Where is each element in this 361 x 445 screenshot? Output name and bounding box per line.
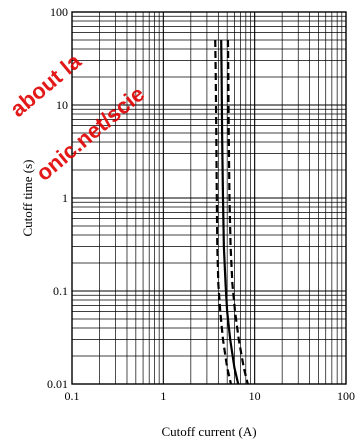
plot-frame — [71, 11, 347, 385]
y-axis-label: Cutoff time (s) — [20, 159, 35, 236]
series-curve-3 — [226, 39, 249, 385]
series-curve-2 — [220, 39, 240, 385]
x-tick-label: 10 — [249, 389, 261, 403]
grid — [72, 12, 346, 384]
y-tick-label: 1 — [62, 191, 68, 205]
x-tick-label: 1 — [160, 389, 166, 403]
y-tick-label: 0.01 — [47, 377, 68, 391]
y-tick-label: 100 — [50, 5, 68, 19]
x-tick-label: 100 — [337, 389, 355, 403]
y-tick-label: 0.1 — [53, 284, 68, 298]
x-axis-label: Cutoff current (A) — [161, 424, 256, 439]
series-curve-1 — [214, 39, 233, 385]
watermark-text: about la — [5, 48, 86, 122]
series-layer — [214, 39, 249, 385]
y-tick-label: 10 — [56, 98, 68, 112]
x-tick-label: 0.1 — [65, 389, 80, 403]
